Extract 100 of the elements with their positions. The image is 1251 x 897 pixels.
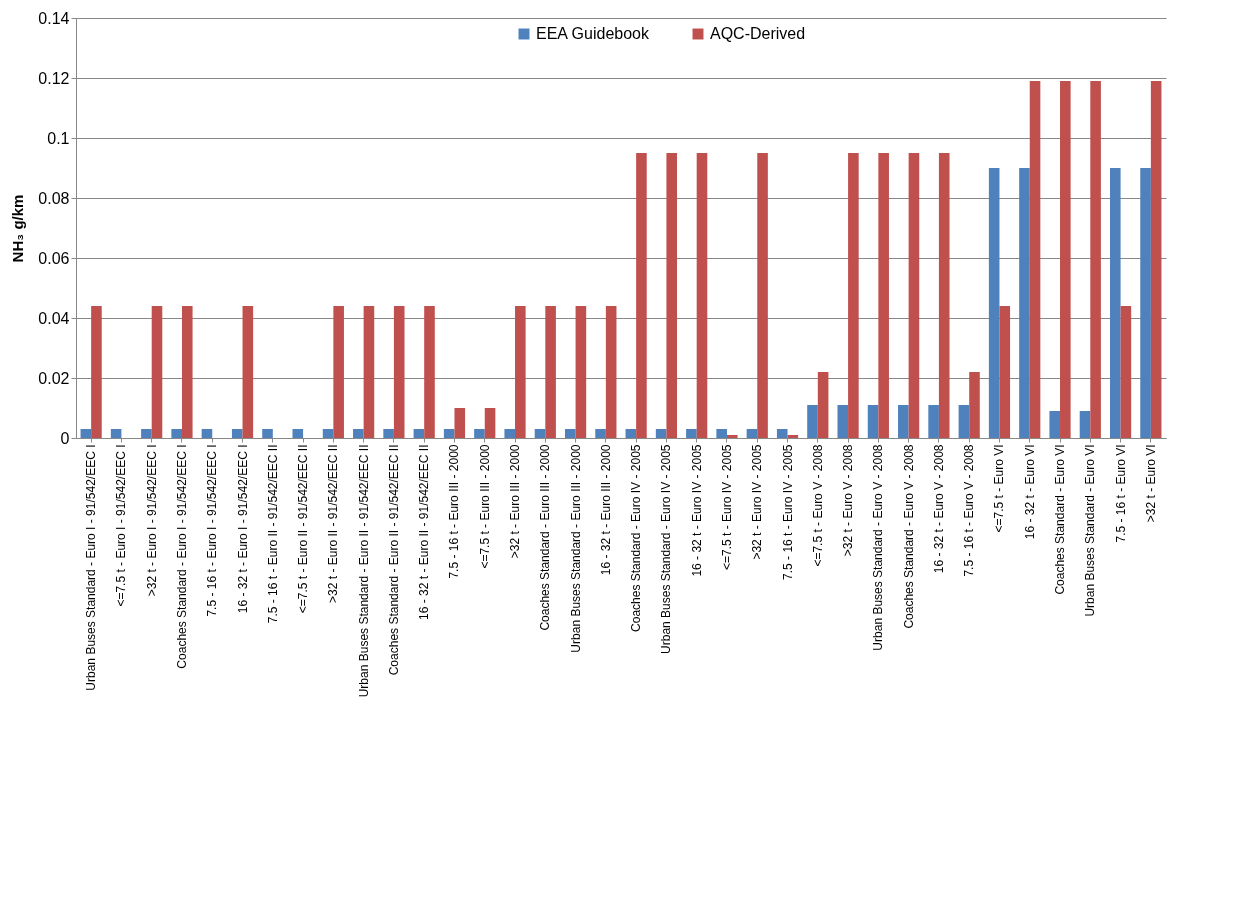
bar <box>867 405 879 438</box>
x-tick-label: Coaches Standard - Euro IV - 2005 <box>629 444 644 632</box>
x-tick-label: Coaches Standard - Euro I - 91/542/EEC I <box>174 444 189 669</box>
bar <box>1019 168 1030 438</box>
bar <box>837 405 849 438</box>
bar <box>363 306 375 438</box>
bar <box>231 429 243 438</box>
x-tick-label: >32 t - Euro III - 2000 <box>508 444 523 559</box>
x-tick-label: Urban Buses Standard - Euro IV - 2005 <box>659 444 674 654</box>
bar <box>575 306 587 438</box>
bar <box>1060 81 1071 438</box>
y-tick-label: 0 <box>60 429 70 447</box>
bar <box>534 429 546 438</box>
bar <box>1090 81 1101 438</box>
x-tick-label: Urban Buses Standard - Euro III - 2000 <box>568 444 583 653</box>
bar <box>636 153 647 438</box>
x-tick-label: Coaches Standard - Euro III - 2000 <box>538 444 553 631</box>
bar <box>564 429 576 438</box>
x-tick-label: 7.5 - 16 t - Euro VI <box>1113 444 1128 543</box>
legend-label: EEA Guidebook <box>536 25 650 42</box>
x-tick-label: Coaches Standard - Euro VI <box>1053 444 1068 595</box>
bar <box>110 429 122 438</box>
x-tick-label: 16 - 32 t - Euro III - 2000 <box>598 444 613 576</box>
bar <box>262 429 273 438</box>
bar <box>333 306 344 438</box>
y-tick-label: 0.1 <box>47 129 70 147</box>
bar <box>515 306 526 438</box>
y-tick-label: 0.02 <box>38 369 70 387</box>
bar <box>776 429 788 438</box>
bar <box>424 306 435 438</box>
bar <box>413 429 425 438</box>
bar <box>969 372 980 438</box>
y-tick-label: 0.12 <box>38 69 70 87</box>
x-tick-label: >32 t - Euro II - 91/542/EEC II <box>326 444 341 603</box>
bar <box>595 429 606 438</box>
bar <box>726 435 738 438</box>
bar <box>454 408 466 438</box>
bar <box>696 153 708 438</box>
x-tick-label: 7.5 - 16 t - Euro IV - 2005 <box>780 444 795 580</box>
bar <box>787 435 799 438</box>
bar <box>545 306 556 438</box>
bar <box>141 429 152 438</box>
bar <box>1109 168 1121 438</box>
bar <box>938 153 950 438</box>
bar <box>353 429 364 438</box>
bar <box>80 429 92 438</box>
bar <box>908 153 920 438</box>
bar <box>655 429 667 438</box>
x-tick-label: 7.5 - 16 t - Euro III - 2000 <box>447 444 462 579</box>
bar <box>91 306 102 438</box>
bar <box>666 153 678 438</box>
x-tick-label: >32 t - Euro I - 91/542/EEC I <box>144 444 159 597</box>
legend-label: AQC-Derived <box>710 25 806 42</box>
x-tick-label: Urban Buses Standard - Euro V - 2008 <box>871 444 886 651</box>
bar <box>1140 168 1151 438</box>
x-tick-label: <=7.5 t - Euro V - 2008 <box>810 444 825 567</box>
bar <box>201 429 213 438</box>
bar <box>807 405 818 438</box>
bar <box>504 429 516 438</box>
x-tick-label: <=7.5 t - Euro VI <box>992 444 1007 533</box>
bar <box>1029 81 1041 438</box>
bar <box>746 429 758 438</box>
bar <box>625 429 637 438</box>
y-tick-label: 0.14 <box>38 9 70 27</box>
x-tick-label: 16 - 32 t - Euro V - 2008 <box>931 444 946 574</box>
y-tick-label: 0.04 <box>38 309 70 327</box>
bar <box>958 405 970 438</box>
bar <box>292 429 304 438</box>
bar <box>716 429 727 438</box>
y-tick-label: 0.06 <box>38 249 70 267</box>
x-tick-label: >32 t - Euro V - 2008 <box>841 444 856 557</box>
bar <box>171 429 182 438</box>
bar <box>443 429 455 438</box>
bar <box>151 306 163 438</box>
bar <box>605 306 617 438</box>
bar <box>181 306 193 438</box>
bar <box>988 168 1000 438</box>
bar <box>383 429 394 438</box>
bar <box>848 153 859 438</box>
x-tick-label: 16 - 32 t - Euro VI <box>1022 444 1037 540</box>
x-tick-label: <=7.5 t - Euro II - 91/542/EEC II <box>296 444 311 614</box>
x-tick-label: Urban Buses Standard - Euro II - 91/542/EEC II <box>356 444 371 698</box>
x-tick-label: 16 - 32 t - Euro I - 91/542/EEC I <box>235 444 250 614</box>
y-tick-label: 0.08 <box>38 189 70 207</box>
bar <box>928 405 939 438</box>
bar <box>1150 81 1162 438</box>
x-tick-label: <=7.5 t - Euro IV - 2005 <box>719 444 734 570</box>
x-tick-label: Coaches Standard - Euro II - 91/542/EEC II <box>386 444 401 676</box>
bar <box>686 429 697 438</box>
bar <box>242 306 254 438</box>
x-tick-label: 7.5 - 16 t - Euro V - 2008 <box>962 444 977 577</box>
bar <box>898 405 909 438</box>
bar <box>757 153 768 438</box>
x-tick-label: 7.5 - 16 t - Euro I - 91/542/EEC I <box>205 444 220 617</box>
bar <box>1120 306 1132 438</box>
x-tick-label: <=7.5 t - Euro I - 91/542/EEC I <box>114 444 129 607</box>
x-tick-label: >32 t - Euro IV - 2005 <box>750 444 765 560</box>
bar <box>393 306 405 438</box>
bar <box>1049 411 1061 438</box>
x-tick-label: >32 t - Euro VI <box>1143 444 1158 523</box>
